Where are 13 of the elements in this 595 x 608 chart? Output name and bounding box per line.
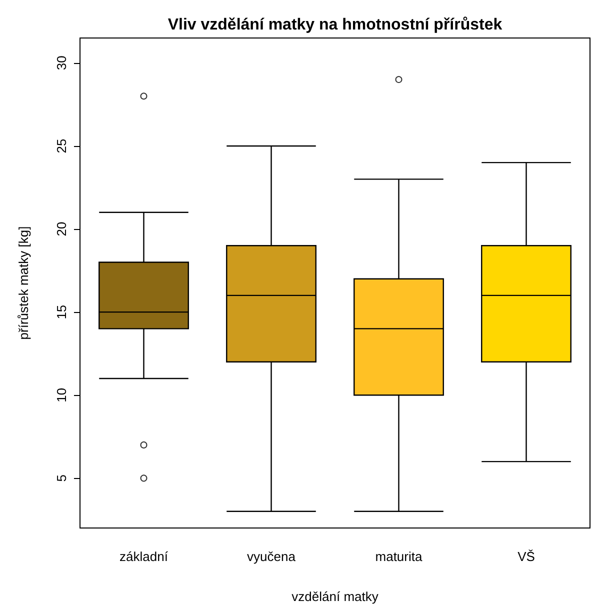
y-axis-title: přírůstek matky [kg] [16, 226, 31, 340]
x-tick-label: vyučena [247, 549, 296, 564]
y-tick-label: 15 [54, 304, 69, 320]
y-tick-label: 25 [54, 138, 69, 154]
y-tick-label: 30 [54, 56, 69, 70]
y-tick-label: 10 [54, 388, 69, 402]
x-tick-label: maturita [375, 549, 423, 564]
y-tick-label: 5 [54, 474, 69, 482]
chart-title: Vliv vzdělání matky na hmotnostní přírůstek [168, 16, 502, 34]
y-tick-label: 20 [54, 222, 69, 236]
x-tick-label: VŠ [518, 549, 536, 564]
x-tick-label: základní [120, 549, 168, 564]
x-axis-title: vzdělání matky [292, 589, 379, 604]
